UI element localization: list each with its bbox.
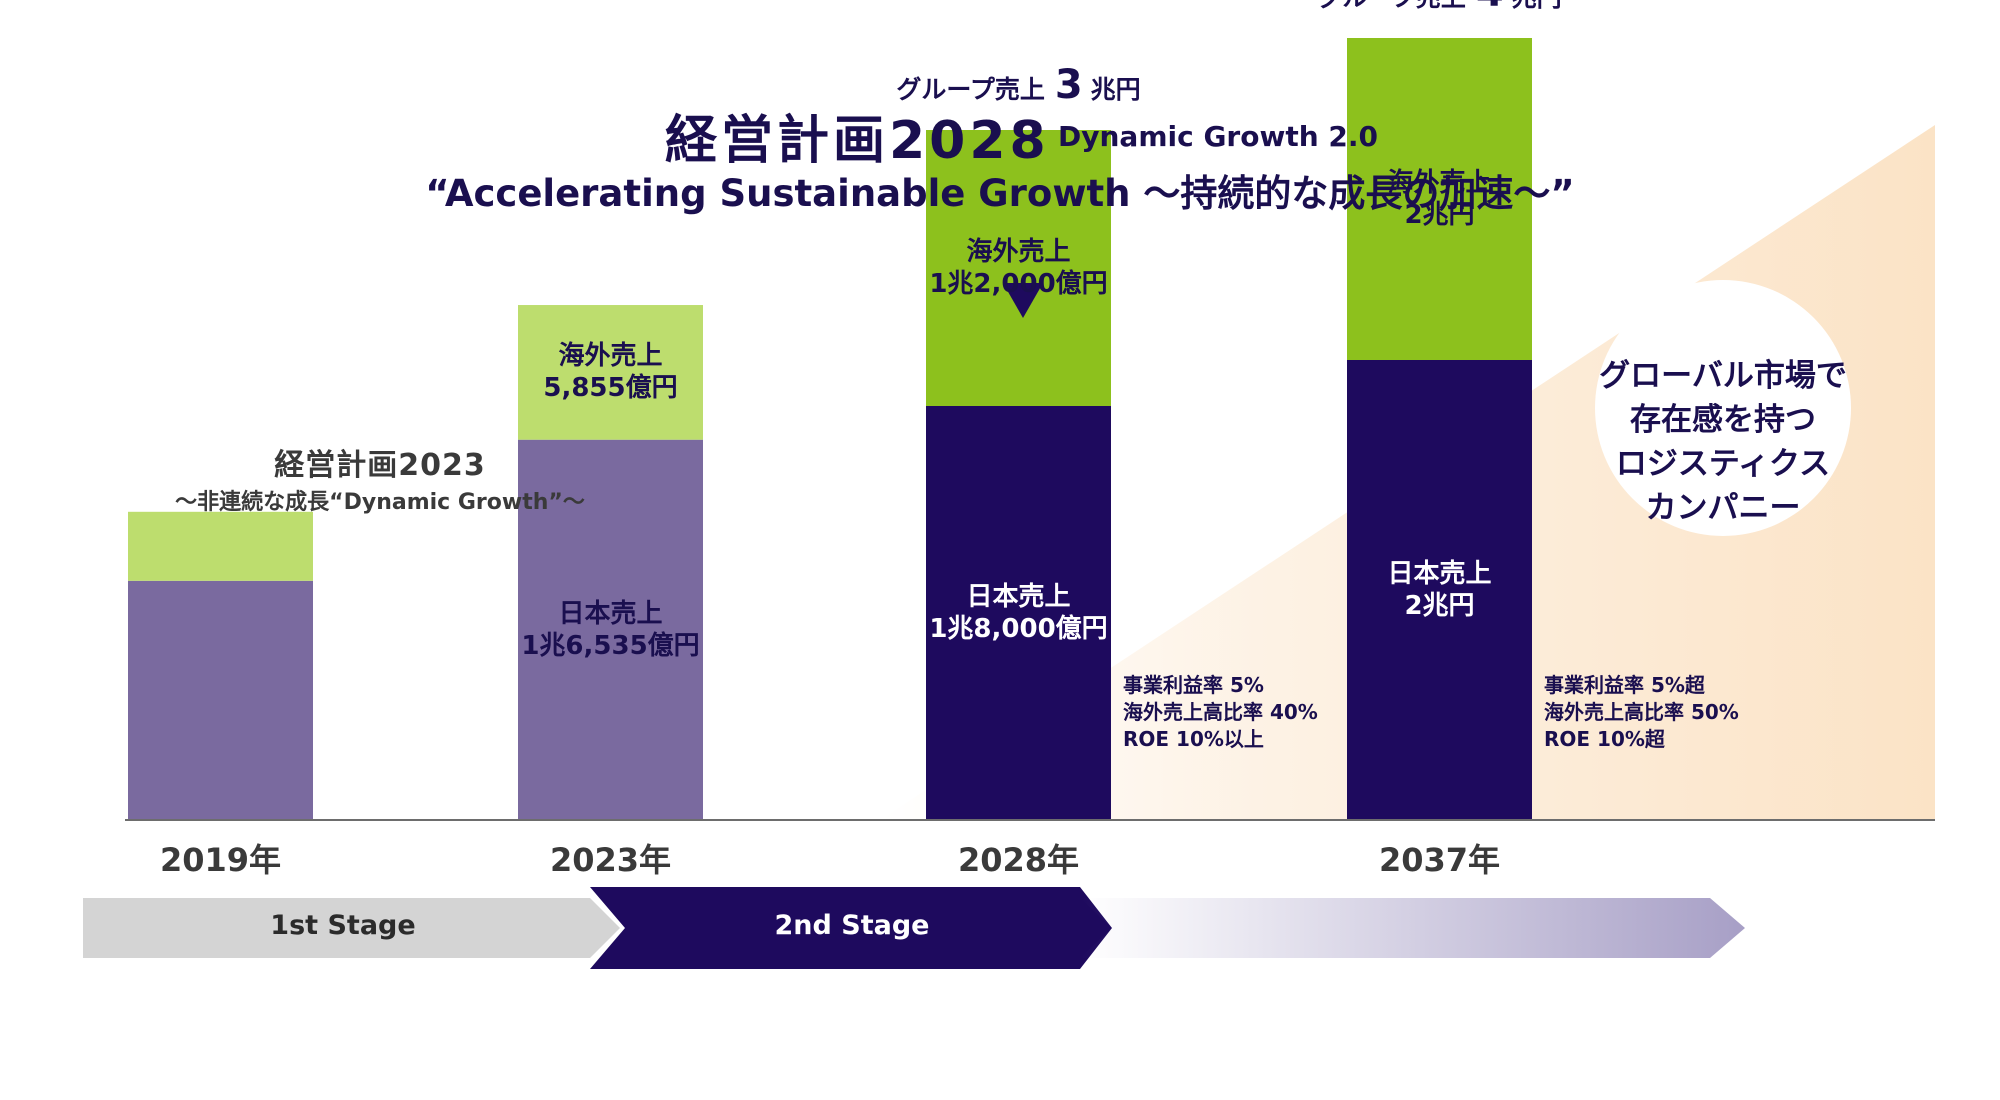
bar-label-line: 1兆2,000億円 <box>929 269 1108 299</box>
kpi-list: 事業利益率 5%超海外売上高比率 50% ROE 10%超 <box>1544 672 1739 753</box>
tagline: “Accelerating Sustainable Growth ～持続的な成長… <box>425 172 1575 215</box>
bar-domestic-2019年 <box>128 580 313 820</box>
stage-1-arrow <box>83 898 620 958</box>
kpi-list: 事業利益率 5% 海外売上高比率 40% ROE 10%以上 <box>1123 672 1318 753</box>
bar-label-line: 海外売上 <box>1387 168 1492 198</box>
x-tick-label: 2028年 <box>957 841 1080 879</box>
plan2023-subtitle: ～非連続な成長“Dynamic Growth”～ <box>175 490 585 515</box>
group-sales-prefix: グループ売上 <box>1317 0 1466 12</box>
kpi-item: 事業利益率 5% <box>1123 673 1264 697</box>
bar-domestic-2023年 <box>518 439 703 820</box>
bar-label-line: 日本売上 <box>1387 559 1492 589</box>
stage-label: 1st Stage <box>270 910 416 941</box>
bar-overseas-2019年 <box>128 511 313 581</box>
x-tick-label: 2023年 <box>549 841 672 879</box>
kpi-item: 海外売上高比率 50% <box>1544 700 1739 724</box>
group-sales-total: グループ売上 4 兆円 <box>1287 0 1592 16</box>
bar-label-line: 2兆円 <box>1404 591 1475 621</box>
vision-statement: グローバル市場で 存在感を持つ ロジスティクス カンパニー <box>1595 354 1851 530</box>
bar-overseas-2023年 <box>518 305 703 440</box>
group-sales-unit: 兆円 <box>1090 75 1141 104</box>
stage-arrows <box>83 887 1745 969</box>
vision-line: グローバル市場で <box>1599 358 1847 394</box>
bar-label-line: 1兆8,000億円 <box>929 614 1108 644</box>
group-sales-prefix: グループ売上 <box>896 75 1045 104</box>
group-sales-value: 3 <box>1054 62 1083 108</box>
bar-label-overseas: 海外売上 5,855億円 <box>518 340 703 404</box>
x-tick-label: 2019年 <box>159 841 282 879</box>
group-sales-unit: 兆円 <box>1512 0 1562 12</box>
group-sales-total: グループ売上 3 兆円 <box>866 62 1171 108</box>
vision-line: 存在感を持つ <box>1630 402 1816 438</box>
bar-label-overseas: 海外売上 1兆2,000億円 <box>926 236 1111 300</box>
kpi-item: ROE 10%超 <box>1544 727 1665 751</box>
bar-label-domestic: 日本売上 1兆8,000億円 <box>926 581 1111 645</box>
stage-2-arrow <box>590 887 1112 969</box>
stage-label: 2nd Stage <box>774 910 930 941</box>
bar-overseas-2037年 <box>1347 38 1532 360</box>
bar-label-domestic: 日本売上 1兆6,535億円 <box>518 598 703 662</box>
bar-label-line: 日本売上 <box>558 598 663 629</box>
stage-3-arrow <box>1080 898 1745 958</box>
bar-label-overseas: 海外売上 2兆円 <box>1347 167 1532 231</box>
group-sales-value: 4 <box>1476 0 1504 16</box>
kpi-item: 海外売上高比率 40% <box>1123 700 1318 724</box>
bar-group <box>128 38 1532 820</box>
vision-line: ロジスティクス <box>1615 446 1831 482</box>
kpi-item: ROE 10%以上 <box>1123 727 1264 751</box>
vision-circle <box>1595 280 1851 536</box>
bar-label-line: 海外売上 <box>966 237 1071 267</box>
kpi-item: 事業利益率 5%超 <box>1544 673 1705 697</box>
bar-label-line: 1兆6,535億円 <box>521 630 700 661</box>
bar-domestic-2028年 <box>926 406 1111 820</box>
down-triangle-icon <box>1003 283 1043 318</box>
x-tick-label: 2037年 <box>1378 841 1501 879</box>
bar-label-line: 日本売上 <box>966 582 1071 612</box>
bar-label-line: 海外売上 <box>558 341 663 372</box>
page-subtitle: Dynamic Growth 2.0 <box>1058 120 1379 153</box>
plan2023-title: 経営計画2023 <box>274 448 486 483</box>
page-title: 経営計画2028 <box>665 111 1050 171</box>
bar-label-domestic: 日本売上 2兆円 <box>1347 558 1532 622</box>
bar-overseas-2028年 <box>926 130 1111 406</box>
bar-label-line: 5,855億円 <box>543 373 678 404</box>
bar-domestic-2037年 <box>1347 360 1532 820</box>
vision-line: カンパニー <box>1645 490 1801 526</box>
bar-label-line: 2兆円 <box>1404 200 1475 230</box>
